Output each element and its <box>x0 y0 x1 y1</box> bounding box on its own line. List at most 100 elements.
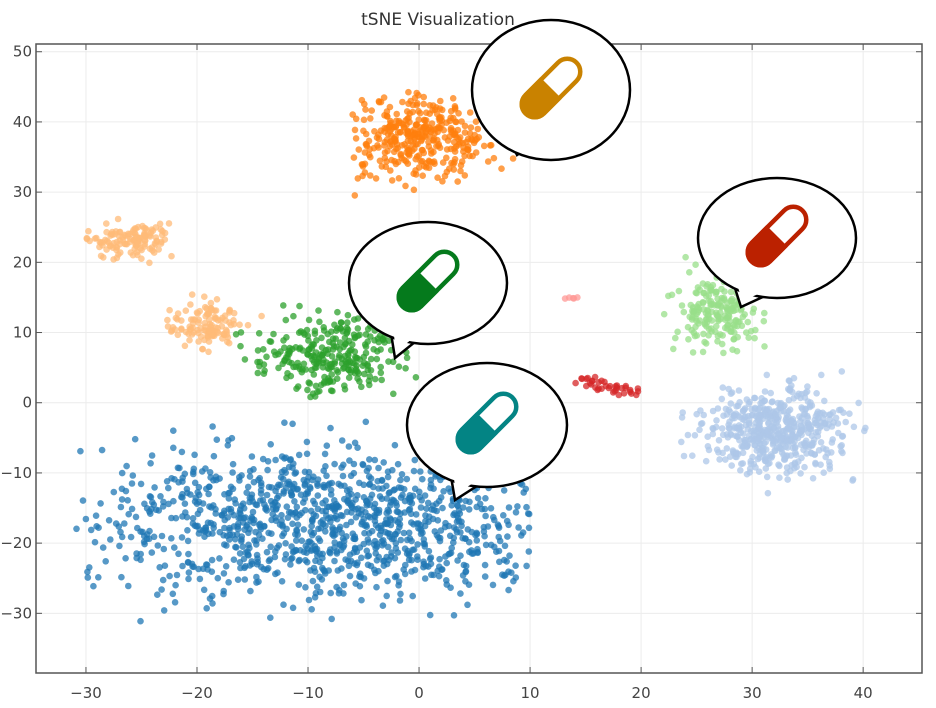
data-point <box>330 343 338 350</box>
data-point <box>335 526 343 533</box>
data-point <box>691 432 699 439</box>
data-point <box>728 462 735 469</box>
data-point <box>431 106 439 113</box>
data-point <box>308 516 316 524</box>
data-point <box>172 581 179 589</box>
data-point <box>761 343 768 350</box>
data-point <box>724 434 732 441</box>
data-point <box>95 574 102 581</box>
data-point <box>293 527 301 535</box>
data-point <box>241 356 249 363</box>
data-point <box>321 450 329 458</box>
data-point <box>474 125 482 133</box>
data-point <box>356 479 363 487</box>
data-point <box>103 220 110 227</box>
data-point <box>156 564 163 571</box>
data-point <box>175 550 182 558</box>
scatter-points <box>73 85 869 625</box>
data-point <box>784 413 792 420</box>
data-point <box>360 575 368 582</box>
data-point <box>223 542 230 549</box>
data-point <box>512 562 519 569</box>
data-point <box>150 249 158 256</box>
data-point <box>266 338 274 345</box>
data-point <box>208 556 216 564</box>
data-point <box>404 137 412 145</box>
y-tick-label: −20 <box>0 534 32 552</box>
data-point <box>394 144 402 152</box>
data-point <box>747 457 754 465</box>
pill-filled-half <box>745 225 788 268</box>
data-point <box>318 352 326 359</box>
data-point <box>837 443 844 450</box>
data-point <box>723 445 731 452</box>
data-point <box>73 525 80 533</box>
data-point <box>384 577 391 585</box>
data-point <box>306 380 314 387</box>
data-point <box>201 303 209 311</box>
data-point <box>375 553 383 561</box>
data-point <box>772 411 780 418</box>
data-point <box>226 531 234 539</box>
data-point <box>336 345 344 353</box>
data-point <box>365 552 373 559</box>
data-point <box>281 419 288 427</box>
data-point <box>377 363 385 371</box>
data-point <box>319 359 327 367</box>
data-point <box>761 406 769 414</box>
data-point <box>471 131 479 139</box>
pill-callout-orange <box>470 18 632 162</box>
data-point <box>159 227 166 235</box>
data-point <box>422 517 429 525</box>
data-point <box>157 493 164 500</box>
data-point <box>700 411 707 419</box>
data-point <box>347 472 355 480</box>
data-point <box>461 122 469 130</box>
data-point <box>423 109 430 116</box>
data-point <box>338 437 346 444</box>
data-point <box>267 543 275 551</box>
data-point <box>419 146 426 154</box>
data-point <box>378 376 386 384</box>
data-point <box>263 548 271 556</box>
data-point <box>798 431 805 439</box>
data-point <box>118 469 126 477</box>
data-point <box>307 485 314 492</box>
data-point <box>739 313 747 321</box>
data-point <box>700 306 707 313</box>
data-point <box>443 581 451 588</box>
data-point <box>496 537 504 545</box>
data-point <box>525 524 533 532</box>
data-point <box>397 476 404 484</box>
data-point <box>305 596 313 604</box>
data-point <box>179 513 186 520</box>
data-point <box>726 453 734 461</box>
data-point <box>832 414 840 422</box>
data-point <box>189 515 197 522</box>
data-point <box>220 570 228 577</box>
data-point <box>207 299 215 307</box>
data-point <box>716 456 723 463</box>
data-point <box>356 570 364 577</box>
data-point <box>377 527 385 535</box>
data-point <box>679 409 686 416</box>
data-point <box>99 544 107 551</box>
data-point <box>278 511 285 519</box>
data-point <box>660 310 668 318</box>
data-point <box>415 91 422 99</box>
data-point <box>356 378 363 385</box>
data-point <box>439 504 446 512</box>
data-point <box>312 589 320 597</box>
data-point <box>344 311 352 319</box>
y-tick-label: −10 <box>0 464 32 482</box>
data-point <box>751 404 759 412</box>
data-point <box>437 97 444 105</box>
data-point <box>482 512 489 520</box>
data-point <box>439 159 447 166</box>
data-point <box>174 464 182 472</box>
data-point <box>689 452 696 460</box>
x-tick-label: −10 <box>292 684 324 702</box>
data-point <box>346 572 354 580</box>
data-point <box>298 537 306 544</box>
data-point <box>782 443 789 451</box>
